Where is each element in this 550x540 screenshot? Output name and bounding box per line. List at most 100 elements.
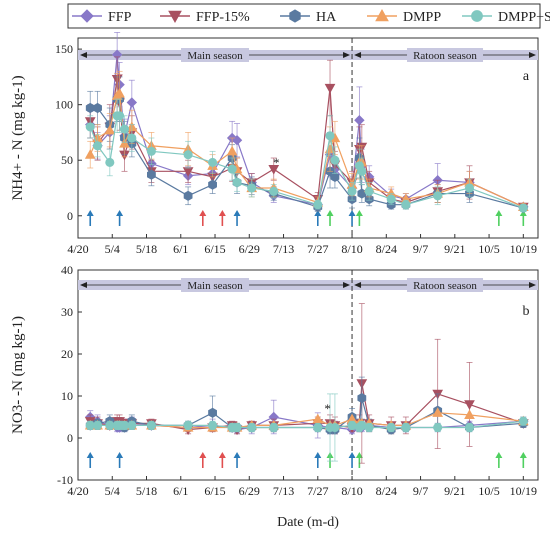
data-point: [232, 422, 242, 433]
data-point: [357, 188, 367, 199]
data-point: [312, 413, 324, 424]
x-tick-label: 6/29: [239, 484, 260, 498]
fertilization-arrow-blue: [116, 210, 124, 226]
y-tick-label: 100: [55, 98, 73, 112]
arrowhead-left: [80, 52, 87, 58]
data-point: [464, 183, 475, 193]
arrowhead-right: [529, 282, 536, 288]
panel-a: Main season Ratoon season 0 50 100 150 4/20 5/4…: [10, 32, 539, 256]
x-tick-label: 8/10: [341, 484, 362, 498]
x-tick-label: 9/21: [444, 242, 465, 256]
data-point: [330, 155, 340, 165]
x-tick-label: 10/5: [478, 484, 499, 498]
arrow-head: [218, 210, 226, 216]
plot-frame: [77, 269, 539, 481]
ratoon-season-label: Ratoon season: [413, 280, 477, 292]
ratoon-season-label: Ratoon season: [413, 50, 477, 62]
season-label-bg: [181, 278, 250, 292]
fertilization-arrow-red: [199, 210, 207, 226]
data-point: [127, 133, 137, 143]
legend-label: DMPP+SI: [498, 10, 550, 25]
data-point: [93, 141, 103, 151]
data-point: [119, 124, 130, 134]
data-point: [208, 407, 217, 418]
fertilization-arrow-green: [326, 210, 334, 226]
data-point: [208, 179, 217, 190]
arrow-head: [495, 452, 503, 458]
data-point: [401, 200, 411, 210]
data-point: [386, 194, 396, 204]
arrowhead-left: [354, 52, 362, 58]
y-axis-label: NO3- -N (mg kg-1): [10, 316, 26, 434]
fertilization-arrow-blue: [233, 452, 241, 468]
legend-item-ffp-15-: FFP-15%: [160, 10, 250, 25]
legend-marker: [471, 10, 483, 22]
fertilization-arrow-blue: [86, 210, 94, 226]
series-dmpp-si: [85, 98, 528, 213]
arrowhead-right: [529, 52, 536, 58]
fertilization-arrow-blue: [314, 452, 322, 468]
x-tick-label: 5/4: [105, 484, 120, 498]
data-point: [464, 400, 475, 410]
panel-letter: b: [523, 304, 530, 319]
data-point: [357, 166, 367, 176]
data-point: [313, 422, 323, 433]
y-tick-label: 10: [61, 389, 73, 403]
fertilization-arrow-blue: [116, 452, 124, 468]
x-tick-label: 6/1: [173, 242, 188, 256]
legend-item-ffp: FFP: [72, 9, 132, 25]
x-tick-label: 9/7: [413, 484, 428, 498]
y-tick-label: 40: [61, 263, 73, 277]
fertilization-arrow-green: [495, 210, 503, 226]
arrow-head: [355, 452, 363, 458]
data-point: [93, 420, 103, 430]
x-tick-label: 9/7: [413, 242, 428, 256]
data-point: [325, 131, 335, 141]
y-tick-label: 0: [67, 431, 73, 445]
data-point: [126, 97, 138, 108]
x-tick-label: 6/15: [204, 484, 225, 498]
panel-letter: a: [523, 69, 530, 84]
data-point: [232, 177, 242, 187]
x-tick-label: 7/13: [273, 484, 294, 498]
data-point: [330, 171, 340, 182]
x-tick-label: 5/4: [105, 242, 120, 256]
arrow-head: [86, 452, 94, 458]
data-point: [146, 420, 156, 430]
arrow-head: [314, 452, 322, 458]
arrowhead-right: [343, 282, 351, 288]
x-tick-label: 7/27: [307, 484, 328, 498]
data-point: [324, 83, 336, 94]
fertilization-arrow-green: [495, 452, 503, 468]
x-tick-label: 4/20: [67, 484, 88, 498]
legend-item-dmpp: DMPP: [367, 8, 441, 25]
season-label-bg: [407, 48, 484, 62]
data-point: [269, 422, 279, 433]
data-point: [208, 157, 218, 167]
arrow-head: [116, 452, 124, 458]
y-tick-label: 0: [67, 209, 73, 223]
data-point: [227, 164, 237, 174]
significance-star: *: [273, 155, 280, 170]
data-point: [208, 420, 218, 430]
data-point: [347, 420, 357, 430]
data-point: [313, 200, 323, 210]
y-tick-label: 150: [55, 42, 73, 56]
legend-label: DMPP: [403, 10, 441, 25]
fertilization-arrow-red: [199, 452, 207, 468]
season-label-bg: [407, 278, 484, 292]
data-point: [268, 165, 280, 175]
data-point: [183, 420, 193, 430]
data-point: [347, 186, 357, 196]
arrowhead-left: [80, 282, 87, 288]
x-tick-label: 8/10: [341, 242, 362, 256]
data-point: [146, 146, 156, 156]
fertilization-arrow-red: [218, 452, 226, 468]
y-tick-label: 30: [61, 305, 73, 319]
legend-marker: [80, 9, 94, 23]
fertilization-arrow-blue: [348, 210, 356, 226]
x-tick-label: 10/5: [478, 242, 499, 256]
arrow-head: [495, 210, 503, 216]
